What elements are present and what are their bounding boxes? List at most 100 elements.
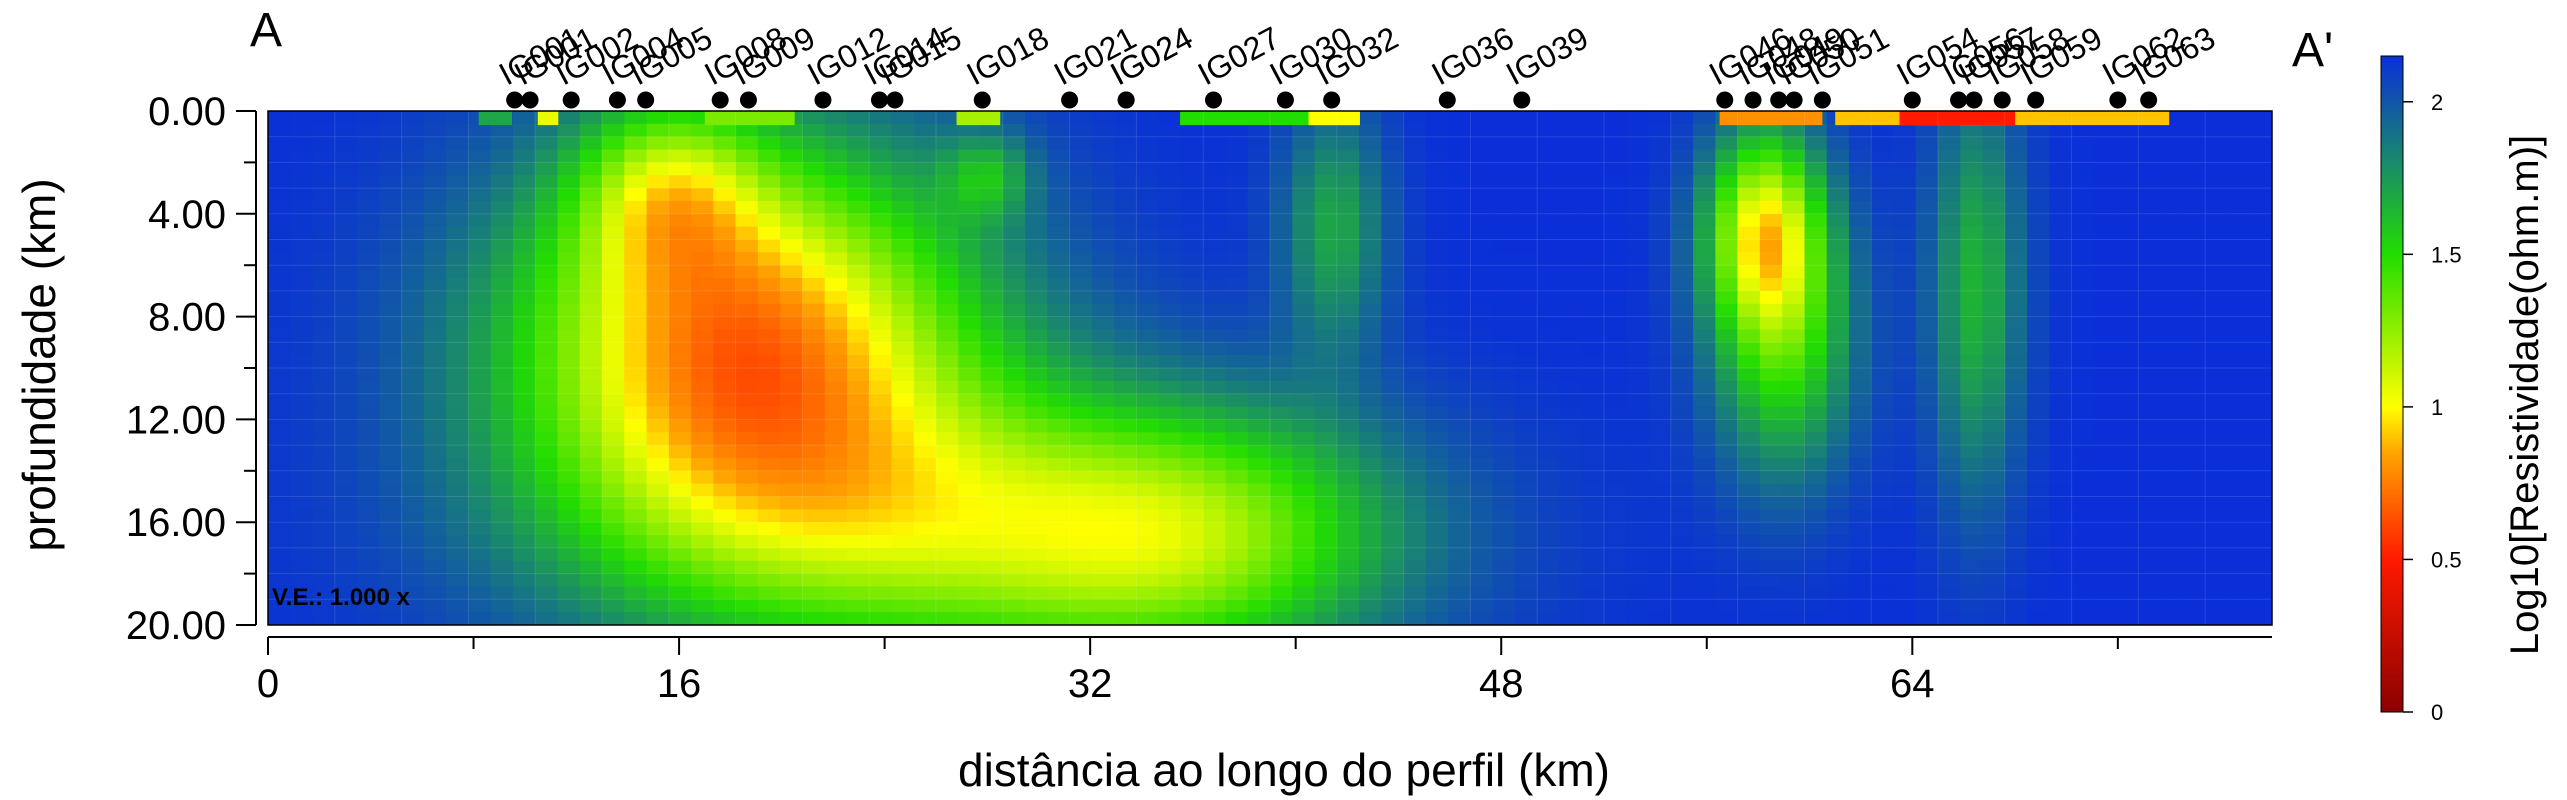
heatmap-cell: [1158, 560, 1182, 575]
heatmap-cell: [2227, 278, 2251, 292]
heatmap-cell: [1648, 496, 1672, 510]
heatmap-cell: [2116, 380, 2139, 395]
heatmap-cell: [1559, 111, 1583, 125]
heatmap-cell: [290, 522, 314, 536]
heatmap-cell: [1871, 188, 1895, 202]
heatmap-cell: [846, 393, 870, 408]
heatmap-cell: [1069, 175, 1093, 189]
heatmap-cell: [579, 162, 603, 176]
heatmap-cell: [379, 200, 403, 215]
heatmap-cell: [1848, 213, 1872, 228]
heatmap-cell: [1292, 252, 1316, 266]
heatmap-cell: [401, 123, 425, 138]
heatmap-cell: [268, 355, 291, 369]
heatmap-cell: [1848, 445, 1872, 459]
heatmap-cell: [1002, 380, 1026, 395]
x-axis-title: distância ao longo do perfil (km): [958, 744, 1610, 796]
heatmap-cell: [1514, 419, 1538, 433]
heatmap-cell: [1381, 149, 1405, 163]
heatmap-cell: [1804, 599, 1828, 613]
heatmap-cell: [1848, 470, 1872, 485]
heatmap-cell: [1782, 239, 1805, 253]
heatmap-cell: [1336, 252, 1360, 266]
heatmap-cell: [2182, 522, 2206, 536]
heatmap-cell: [846, 226, 870, 241]
heatmap-cell: [958, 393, 982, 408]
heatmap-cell: [2049, 419, 2073, 433]
heatmap-cell: [846, 368, 870, 382]
heatmap-cell: [268, 290, 291, 305]
heatmap-cell: [1114, 406, 1137, 420]
heatmap-cell: [1893, 612, 1917, 625]
heatmap-cell: [1448, 457, 1471, 472]
heatmap-cell: [535, 175, 559, 189]
heatmap-cell: [1047, 509, 1071, 523]
heatmap-cell: [423, 586, 447, 600]
heatmap-cell: [624, 162, 648, 176]
heatmap-cell: [1581, 573, 1605, 588]
heatmap-cell: [2004, 573, 2028, 588]
heatmap-cell: [2093, 303, 2117, 318]
heatmap-cell: [1180, 188, 1204, 202]
heatmap-cell: [512, 213, 536, 228]
heatmap-cell: [2205, 406, 2229, 420]
heatmap-cell: [535, 226, 559, 241]
heatmap-cell: [1359, 175, 1382, 189]
heatmap-cell: [334, 175, 358, 189]
heatmap-cell: [1091, 509, 1115, 523]
heatmap-cell: [1270, 149, 1293, 163]
heatmap-cell: [2004, 278, 2028, 292]
heatmap-cell: [1759, 419, 1783, 433]
heatmap-cell: [1336, 380, 1360, 395]
heatmap-cell: [713, 445, 737, 459]
heatmap-cell: [1158, 535, 1182, 549]
heatmap-cell: [1826, 162, 1850, 176]
heatmap-cell: [1136, 445, 1160, 459]
heatmap-cell: [757, 380, 781, 395]
station-marker: [870, 91, 888, 109]
heatmap-cell: [446, 213, 469, 228]
heatmap-cell: [468, 509, 492, 523]
heatmap-cell: [1025, 342, 1048, 356]
heatmap-cell: [2093, 612, 2117, 625]
heatmap-cell: [958, 368, 982, 382]
heatmap-cell: [2004, 599, 2028, 613]
heatmap-cell: [1826, 547, 1850, 562]
heatmap-cell: [1292, 573, 1316, 588]
heatmap-cell: [1581, 226, 1605, 241]
heatmap-cell: [357, 419, 380, 433]
heatmap-cell: [1804, 123, 1828, 138]
heatmap-cell: [1492, 175, 1516, 189]
heatmap-cell: [1960, 522, 1984, 536]
heatmap-cell: [2182, 470, 2206, 485]
heatmap-cell: [1915, 457, 1939, 472]
heatmap-cell: [891, 509, 915, 523]
heatmap-cell: [1114, 252, 1137, 266]
heatmap-cell: [1225, 265, 1249, 279]
heatmap-cell: [1470, 355, 1494, 369]
heatmap-cell: [2227, 136, 2251, 151]
heatmap-cell: [1381, 586, 1405, 600]
heatmap-cell: [936, 303, 959, 318]
heatmap-cell: [869, 509, 893, 523]
heatmap-cell: [1336, 432, 1360, 446]
heatmap-cell: [1091, 188, 1115, 202]
heatmap-cell: [2227, 316, 2251, 331]
heatmap-cell: [824, 573, 848, 588]
heatmap-cell: [980, 470, 1004, 485]
heatmap-cell: [1203, 406, 1227, 420]
heatmap-cell: [869, 406, 893, 420]
heatmap-cell: [1759, 123, 1783, 138]
heatmap-cell: [1804, 252, 1828, 266]
heatmap-cell: [557, 368, 581, 382]
heatmap-cell: [490, 599, 514, 613]
heatmap-cell: [891, 316, 915, 331]
heatmap-cell: [1893, 329, 1917, 343]
heatmap-cell: [1425, 175, 1449, 189]
heatmap-cell: [1826, 445, 1850, 459]
heatmap-cell: [1270, 123, 1293, 138]
heatmap-cell: [1069, 470, 1093, 485]
heatmap-cell: [802, 586, 826, 600]
heatmap-cell: [1804, 149, 1828, 163]
heatmap-cell: [1180, 586, 1204, 600]
